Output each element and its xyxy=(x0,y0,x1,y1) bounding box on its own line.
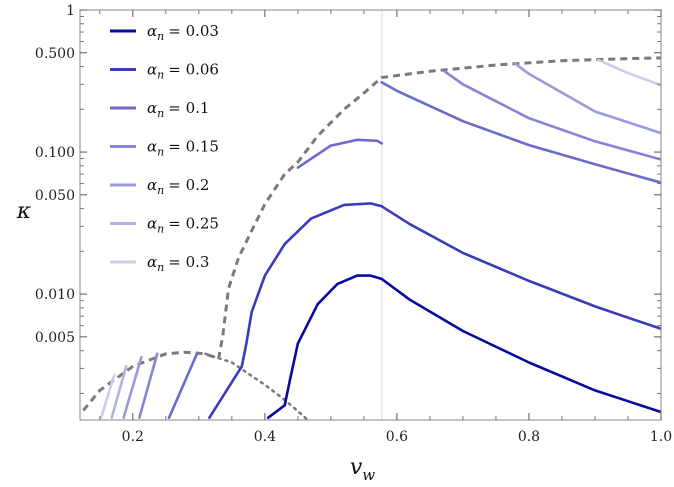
boundary-dotted xyxy=(204,352,310,420)
legend-symbol: α xyxy=(147,22,157,40)
y-tick-label-2: 0.010 xyxy=(35,287,75,303)
legend-subscript: n xyxy=(157,69,164,82)
y-axis-label: κ xyxy=(16,199,32,224)
x-tick-label-1: 0.2 xyxy=(122,429,144,445)
series-3-segment-2 xyxy=(296,138,383,169)
legend-subscript: n xyxy=(157,146,164,159)
legend-subscript: n xyxy=(157,107,164,120)
y-tick-label-1: 0.005 xyxy=(35,330,75,346)
y-tick-label-3: 0.050 xyxy=(35,188,75,204)
series-curves xyxy=(99,58,661,419)
legend-symbol: α xyxy=(147,138,157,156)
y-tick-label-4: 0.100 xyxy=(35,145,75,161)
series-2-segment-2 xyxy=(240,202,383,368)
series-1-segment-1 xyxy=(266,404,286,419)
series-4-segment-1 xyxy=(138,352,159,419)
legend-subscript: n xyxy=(157,223,164,236)
legend-symbol: α xyxy=(147,176,157,194)
series-3-segment-3 xyxy=(380,81,661,184)
legend-value: = 0.2 xyxy=(168,176,209,194)
legend-value: = 0.06 xyxy=(168,61,219,79)
legend-subscript: n xyxy=(157,261,164,274)
series-3-segment-1 xyxy=(167,352,199,419)
x-tick-label-2: 0.4 xyxy=(254,429,276,445)
legend-symbol: α xyxy=(147,99,157,117)
x-axis-label: vw xyxy=(350,455,375,484)
legend-value: = 0.25 xyxy=(168,215,219,233)
legend-label-6: αn = 0.25 xyxy=(147,215,219,236)
x-axis-label-main: v xyxy=(350,455,363,480)
y-tick-label-5: 0.500 xyxy=(35,46,75,62)
series-1-segment-3 xyxy=(380,277,661,414)
series-6-segment-1 xyxy=(110,365,128,419)
legend-value: = 0.15 xyxy=(168,138,219,156)
series-5-segment-1 xyxy=(122,355,143,419)
axis-ticks: 0.2 0.4 0.6 0.8 1.0 0.005 0.010 0.050 0.100 0.500… xyxy=(35,3,672,445)
y-tick-label-6: 1 xyxy=(66,3,75,19)
legend-value: = 0.03 xyxy=(168,22,219,40)
legend-label-4: αn = 0.15 xyxy=(147,138,219,159)
legend-subscript: n xyxy=(157,30,164,43)
boundary-dashed-segment-1 xyxy=(82,350,220,412)
legend-symbol: α xyxy=(147,253,157,271)
series-5-segment-2 xyxy=(513,61,661,135)
series-7-segment-1 xyxy=(99,373,116,419)
plot-frame xyxy=(79,9,662,421)
series-7-segment-2 xyxy=(597,58,661,87)
series-4-segment-2 xyxy=(443,69,661,161)
boundary-dashed-segment-2 xyxy=(217,56,661,360)
series-2-segment-3 xyxy=(380,205,661,331)
legend-value: = 0.3 xyxy=(168,253,209,271)
legend-subscript: n xyxy=(157,184,164,197)
legend-value: = 0.1 xyxy=(168,99,209,117)
x-tick-label-3: 0.6 xyxy=(386,429,408,445)
legend-symbol: α xyxy=(147,215,157,233)
legend-label-3: αn = 0.1 xyxy=(147,99,209,120)
boundary-curves xyxy=(82,56,661,420)
legend-label-1: αn = 0.03 xyxy=(147,22,219,43)
legend-label-2: αn = 0.06 xyxy=(147,61,219,82)
legend-label-5: αn = 0.2 xyxy=(147,176,209,197)
legend-label-7: αn = 0.3 xyxy=(147,253,209,274)
x-tick-label-5: 1.0 xyxy=(650,429,672,445)
legend-symbol: α xyxy=(147,61,157,79)
x-tick-label-4: 0.8 xyxy=(518,429,540,445)
series-2-segment-1 xyxy=(208,365,244,419)
x-axis-label-sub: w xyxy=(362,466,375,484)
series-1-segment-2 xyxy=(283,274,383,407)
